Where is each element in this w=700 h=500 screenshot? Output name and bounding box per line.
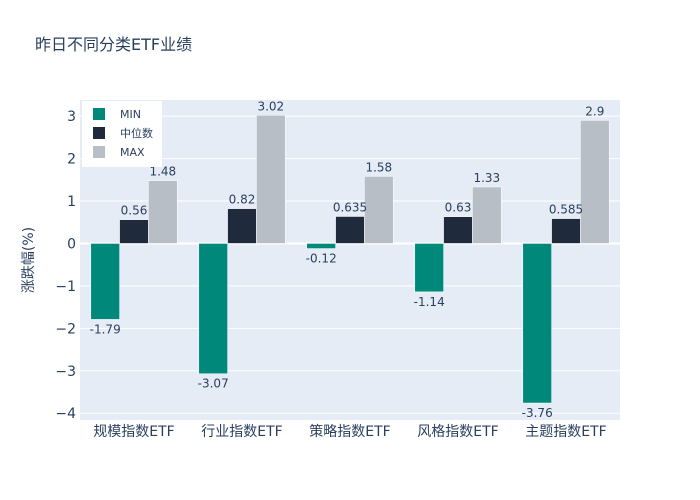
legend[interactable]: MIN 中位数 MAX (82, 101, 162, 167)
bar-MIN (522, 243, 552, 404)
legend-label[interactable]: MIN (120, 108, 141, 121)
bar-中位数 (443, 216, 473, 244)
y-tick-label: 0 (67, 236, 76, 252)
bar-中位数 (227, 208, 257, 244)
bar-中位数 (119, 219, 149, 244)
data-labels: -1.79 0.56 1.48 -3.07 0.82 3.02 -0.12 0.635 1.58… (90, 99, 605, 420)
x-axis-ticks: 规模指数ETF 行业指数ETF 策略指数ETF 风格指数ETF 主题指数ETF (93, 423, 606, 440)
data-label: -1.14 (414, 295, 445, 309)
bars (90, 115, 610, 404)
bar-中位数 (335, 216, 365, 244)
y-tick-label: −3 (55, 364, 76, 380)
x-tick-label: 行业指数ETF (201, 424, 282, 440)
bar-MIN (198, 243, 228, 374)
data-label: 0.56 (121, 204, 148, 218)
x-tick-label: 规模指数ETF (93, 424, 174, 440)
x-tick-label: 风格指数ETF (417, 424, 498, 440)
data-label: 1.48 (149, 165, 176, 179)
chart-title: 昨日不同分类ETF业绩 (35, 35, 192, 54)
x-tick-label: 策略指数ETF (309, 423, 390, 440)
data-label: 0.82 (229, 193, 256, 207)
bar-MAX (148, 180, 178, 244)
bar-MAX (364, 176, 394, 244)
data-label: 0.585 (549, 203, 583, 217)
data-label: 0.635 (333, 200, 367, 214)
bar-MIN (306, 243, 336, 249)
y-tick-label: −4 (55, 406, 76, 422)
bar-MAX (580, 120, 610, 244)
bar-中位数 (551, 218, 581, 244)
data-label: 1.58 (365, 160, 392, 174)
data-label: -1.79 (90, 322, 121, 336)
legend-label[interactable]: MAX (120, 146, 145, 159)
y-axis-title: 涨跌幅(%) (21, 227, 37, 293)
legend-swatch[interactable] (93, 146, 105, 158)
y-tick-label: −1 (55, 279, 76, 295)
legend-swatch[interactable] (93, 127, 105, 139)
x-tick-label: 主题指数ETF (525, 424, 606, 440)
y-axis-ticks: 3 2 1 0 −1 −2 −3 −4 (55, 109, 76, 422)
bar-MAX (256, 115, 286, 244)
y-tick-label: 3 (67, 109, 76, 125)
y-tick-label: 1 (67, 194, 76, 210)
data-label: -0.12 (306, 252, 337, 266)
data-label: -3.07 (198, 377, 229, 391)
legend-label[interactable]: 中位数 (120, 126, 153, 140)
data-label: 1.33 (473, 171, 500, 185)
data-label: -3.76 (522, 406, 553, 420)
y-tick-label: −2 (55, 321, 76, 337)
data-label: 0.63 (445, 201, 472, 215)
data-label: 3.02 (257, 99, 284, 113)
y-tick-label: 2 (67, 152, 76, 168)
data-label: 2.9 (585, 104, 604, 118)
bar-MIN (414, 243, 444, 293)
legend-swatch[interactable] (93, 108, 105, 120)
bar-MAX (472, 186, 502, 244)
bar-MIN (90, 243, 120, 320)
